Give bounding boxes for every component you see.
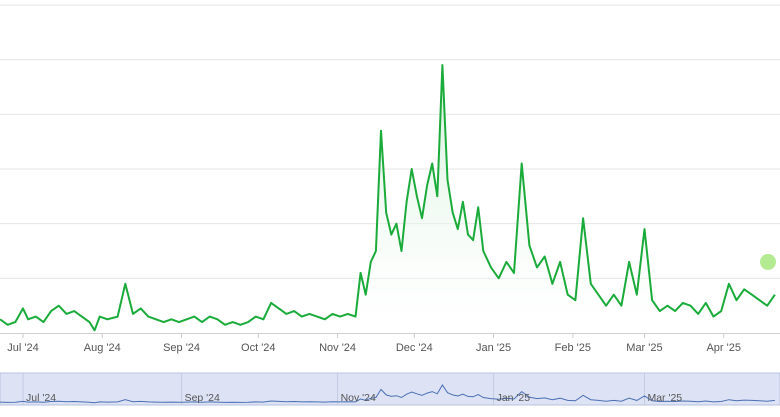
grid-lines [0,4,780,334]
last-point-marker [760,253,776,270]
x-tick-label: Mar '25 [626,342,662,354]
navigator-tick-label: Jan '25 [497,392,531,404]
series-area [0,65,775,333]
x-tick-label: Feb '25 [555,342,591,354]
x-tick-label: Sep '24 [163,342,200,354]
x-tick-label: Jul '24 [7,342,38,354]
x-tick-label: Jan '25 [476,342,511,354]
x-tick-label: Dec '24 [396,342,433,354]
navigator-grid [22,373,645,405]
navigator-axis: Jul '24 Sep '24 Nov '24 Jan '25 Mar '25 [26,392,682,404]
series-line [0,64,776,332]
x-axis: Jul '24 Aug '24 Sep '24 Oct '24 Nov '24 Dec '… [7,333,741,354]
x-tick-label: Aug '24 [84,342,121,354]
navigator-tick-label: Nov '24 [341,392,376,404]
navigator-tick-label: Sep '24 [185,392,220,404]
navigator-tick-label: Mar '25 [647,392,682,404]
navigator-tick-label: Jul '24 [26,392,56,404]
x-tick-label: Apr '25 [706,342,741,354]
navigator-series-line [0,384,775,404]
x-tick-label: Oct '24 [241,342,276,354]
hover-marker [760,253,776,270]
navigator[interactable]: Jul '24 Sep '24 Nov '24 Jan '25 Mar '25 [0,372,780,406]
x-tick-label: Nov '24 [319,342,356,354]
